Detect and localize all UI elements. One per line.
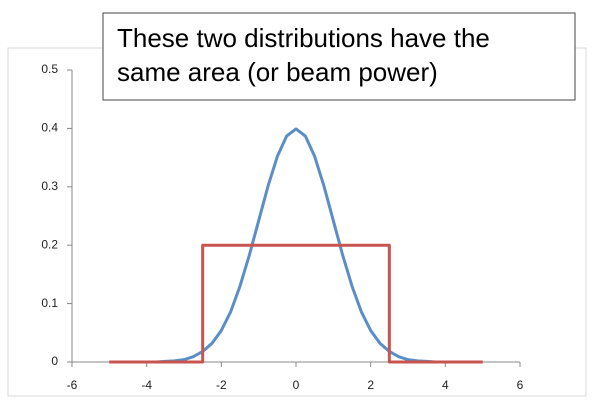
x-tick-label: -2 xyxy=(216,378,227,392)
x-tick-label: -4 xyxy=(141,378,152,392)
y-tick-label: 0 xyxy=(51,354,58,368)
y-tick-label: 0.3 xyxy=(41,179,58,193)
x-tick-label: 6 xyxy=(517,378,524,392)
x-tick-label: 4 xyxy=(442,378,449,392)
series-line xyxy=(109,243,483,364)
y-tick-label: 0.4 xyxy=(41,121,58,135)
annotation-box xyxy=(102,12,576,101)
x-tick-label: 0 xyxy=(293,378,300,392)
annotation-line: same area (or beam power) xyxy=(117,57,438,87)
plot-area: 0 0.1 0.2 0.3 0.4 0.5 -6 -4 -2 0 2 4 6 xyxy=(41,62,523,392)
x-tick-label: 2 xyxy=(367,378,374,392)
y-tick-label: 0.5 xyxy=(41,62,58,76)
y-tick-label: 0.1 xyxy=(41,296,58,310)
x-tick-label: -6 xyxy=(67,378,78,392)
y-tick-label: 0.2 xyxy=(41,237,58,251)
annotation-line: These two distributions have the xyxy=(117,23,490,53)
